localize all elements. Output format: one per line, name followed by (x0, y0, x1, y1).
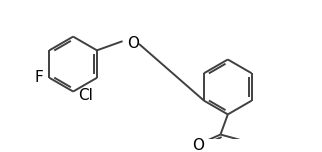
Text: O: O (128, 36, 139, 50)
Text: Cl: Cl (79, 88, 93, 103)
Text: F: F (34, 70, 43, 85)
Text: O: O (193, 138, 204, 152)
